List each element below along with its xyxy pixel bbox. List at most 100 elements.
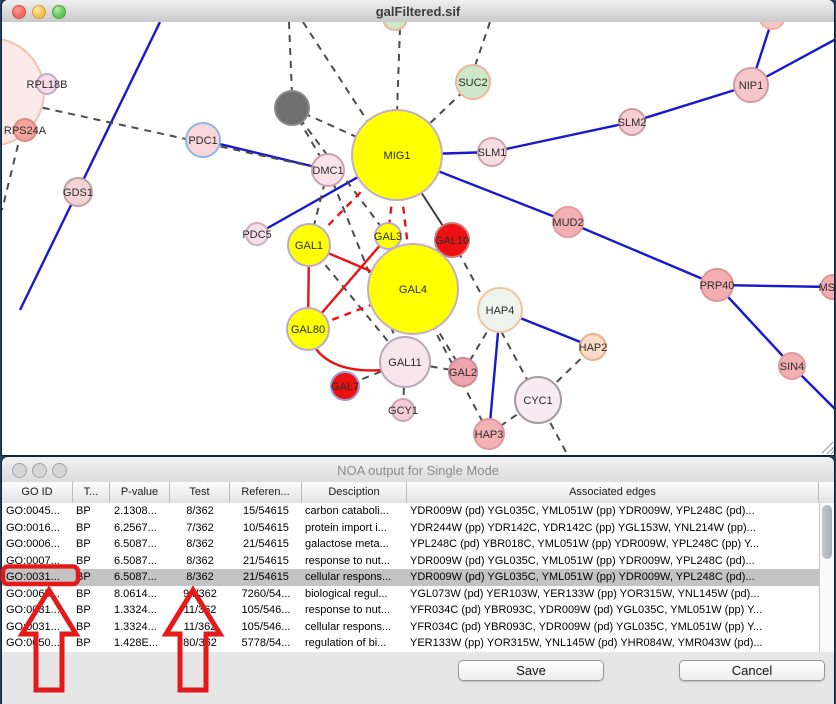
table-row[interactable]: GO:0050... BP 1.428E... 80/362 5778/54... reg… — [2, 635, 819, 652]
node-hap4[interactable] — [477, 287, 523, 333]
network-edge[interactable] — [395, 154, 415, 290]
network-edge[interactable] — [404, 361, 464, 373]
node-unlabeled-top-right[interactable] — [759, 22, 785, 30]
table-cell: GO:0065... — [6, 587, 60, 600]
node-unlabeled-gray[interactable] — [274, 90, 310, 126]
table-row[interactable]: GO:0045... BP 2.1308... 8/362 15/54615 carbon… — [2, 503, 819, 520]
table-row[interactable]: GO:0007... BP 6.5087... 8/362 21/54615 respon… — [2, 552, 819, 569]
column-header-p-value[interactable]: P-value — [110, 482, 170, 503]
zoom-button[interactable] — [52, 5, 66, 19]
node-gal3[interactable] — [374, 222, 402, 250]
column-header-test[interactable]: Test — [170, 482, 230, 503]
node-gal7[interactable] — [330, 371, 360, 401]
network-canvas[interactable]: RPL18BRPS24AGDS1PDC1DMC1MIG1SUC2SLM1SLM2… — [2, 22, 834, 455]
table-row[interactable]: GO:0031... BP 6.5087... 8/362 21/54615 cellul… — [2, 569, 819, 586]
close-button-inactive[interactable] — [12, 463, 27, 478]
network-edge[interactable] — [302, 22, 369, 123]
table-cell: GO:0031... — [6, 604, 60, 616]
column-header-t[interactable]: T... — [73, 482, 110, 503]
table-cell: YFR034C (pd) YBR093C, YDR009W (pd) YGL03… — [410, 604, 763, 616]
node-gal11[interactable] — [379, 336, 431, 388]
scrollbar-thumb[interactable] — [822, 505, 832, 559]
network-edge[interactable] — [288, 22, 293, 95]
node-gal2[interactable] — [448, 357, 478, 387]
table-cell: YFR034C (pd) YBR093C, YDR009W (pd) YGL03… — [410, 620, 763, 633]
node-rpl18b[interactable] — [36, 73, 58, 95]
network-edge[interactable] — [474, 22, 491, 67]
node-gal80[interactable] — [286, 307, 330, 351]
node-hap2[interactable] — [579, 333, 607, 361]
node-msl5[interactable] — [820, 274, 834, 300]
table-cell: YDR009W (pd) YGL035C, YML051W (pp) YDR00… — [410, 571, 755, 583]
table-cell: BP — [76, 521, 91, 534]
node-gds1[interactable] — [63, 177, 93, 207]
network-window-titlebar[interactable]: galFiltered.sif — [2, 0, 834, 23]
table-cell: GO:0045... — [6, 505, 60, 517]
noa-window-titlebar[interactable]: NOA output for Single Mode — [2, 457, 834, 483]
vertical-scrollbar[interactable] — [819, 503, 834, 652]
network-edge[interactable] — [451, 239, 539, 401]
node-slm1[interactable] — [477, 137, 507, 167]
node-unlabeled-top-green[interactable] — [382, 22, 408, 31]
node-mud2[interactable] — [552, 206, 584, 238]
table-row[interactable]: GO:0031... BP 1.3324... 11/362 105/546... cel… — [2, 618, 819, 635]
noa-window-title: NOA output for Single Mode — [337, 463, 499, 478]
table-cell: 21/54615 — [243, 554, 289, 567]
node-gal10[interactable] — [434, 222, 470, 258]
cancel-button[interactable]: Cancel — [679, 660, 825, 681]
table-cell: 80/362 — [183, 637, 217, 649]
table-cell: 21/54615 — [243, 571, 289, 583]
column-header-referen[interactable]: Referen... — [230, 482, 302, 503]
table-row[interactable]: GO:0006... BP 6.5087... 8/362 21/54615 galact… — [2, 536, 819, 553]
node-pdc1[interactable] — [185, 122, 221, 158]
network-edge[interactable] — [2, 144, 19, 211]
node-suc2[interactable] — [455, 64, 491, 100]
node-sin4[interactable] — [778, 352, 806, 380]
node-mig1[interactable] — [351, 109, 443, 201]
minimize-button[interactable] — [32, 5, 46, 19]
save-button[interactable]: Save — [458, 660, 604, 681]
network-edge[interactable] — [488, 399, 539, 435]
network-edge[interactable] — [202, 138, 329, 172]
table-cell: GO:0007... — [6, 554, 60, 567]
column-header-desciption[interactable]: Desciption — [302, 482, 407, 503]
table-cell: 11/362 — [183, 620, 217, 633]
table-cell: BP — [76, 604, 91, 616]
network-edge[interactable] — [491, 120, 633, 154]
table-cell: 11/362 — [183, 604, 217, 616]
minimize-button-inactive[interactable] — [32, 463, 47, 478]
node-cyc1[interactable] — [514, 376, 562, 424]
results-table: GO:0045... BP 2.1308... 8/362 15/54615 carbon… — [2, 503, 819, 652]
node-gal1[interactable] — [287, 223, 331, 267]
table-cell: 6.2567... — [114, 521, 157, 534]
network-edge[interactable] — [716, 284, 793, 367]
table-row[interactable]: GO:0065... BP 8.0614... 94/362 7260/54... bio… — [2, 585, 819, 602]
table-cell: 1.428E... — [114, 637, 159, 649]
table-cell: GO:0016... — [6, 521, 60, 534]
node-rps24a[interactable] — [13, 118, 37, 142]
network-edge[interactable] — [631, 83, 752, 124]
node-gal4[interactable] — [367, 243, 459, 335]
network-edge[interactable] — [716, 283, 834, 289]
network-edge[interactable] — [537, 399, 567, 453]
network-edge[interactable] — [567, 220, 718, 287]
zoom-button-inactive[interactable] — [52, 463, 67, 478]
table-cell: 8/362 — [186, 538, 214, 550]
table-row[interactable]: GO:0016... BP 6.2567... 7/362 10/54615 protei… — [2, 519, 819, 536]
column-header-associated-edges[interactable]: Associated edges — [407, 482, 819, 503]
table-cell: carbon cataboli... — [305, 505, 389, 517]
table-cell: 8/362 — [186, 571, 214, 583]
resize-grip-icon[interactable] — [821, 441, 834, 455]
network-edge[interactable] — [18, 22, 162, 311]
node-prp40[interactable] — [700, 268, 734, 302]
close-button[interactable] — [12, 5, 26, 19]
network-edge[interactable] — [396, 27, 401, 113]
column-header-go-id[interactable]: GO ID — [2, 482, 73, 503]
node-gcy1[interactable] — [391, 398, 415, 422]
node-hap3[interactable] — [473, 418, 505, 450]
table-row[interactable]: GO:0031... BP 1.3324... 11/362 105/546... res… — [2, 602, 819, 619]
node-dmc1[interactable] — [311, 153, 345, 187]
node-slm2[interactable] — [618, 108, 646, 136]
node-nip1[interactable] — [733, 67, 769, 103]
node-pdc5[interactable] — [245, 222, 269, 246]
